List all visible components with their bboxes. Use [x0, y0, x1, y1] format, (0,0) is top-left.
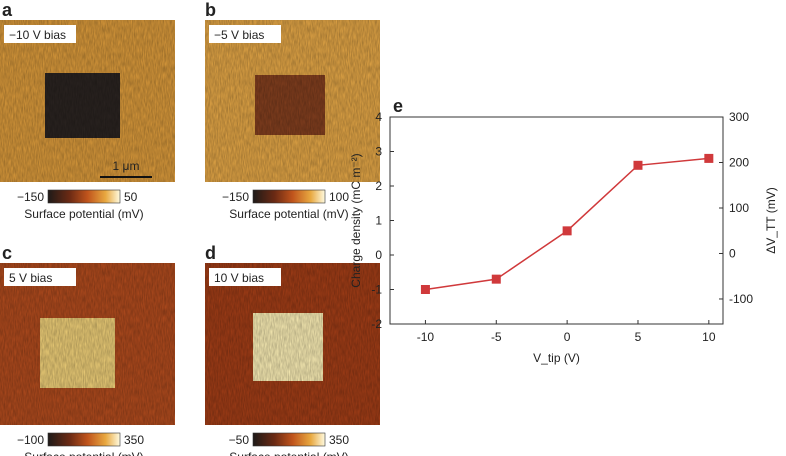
panel-letter: c [2, 243, 12, 263]
data-line [425, 157, 709, 291]
y-tick-label: -1 [371, 283, 382, 297]
colorbar-label: Surface potential (mV) [24, 450, 143, 456]
panel-letter: b [205, 0, 216, 20]
colorbar [252, 189, 326, 204]
data-point [420, 285, 430, 294]
y-tick-label: 1 [375, 214, 382, 228]
y-tick-label: 2 [375, 179, 382, 193]
bias-box [4, 25, 76, 43]
panel-letter: e [393, 96, 403, 116]
y-tick-label: 4 [375, 110, 382, 124]
colorbar [252, 432, 326, 447]
panel: b −5 V bias −150 100 Surface potential (mV) [205, 0, 380, 221]
colorbar-min: −50 [229, 433, 250, 447]
panel-letter: d [205, 243, 216, 263]
colorbar-min: −100 [17, 433, 44, 447]
image-texture [205, 20, 380, 182]
colorbar-label: Surface potential (mV) [229, 207, 348, 221]
colorbar [47, 189, 121, 204]
colorbar-label: Surface potential (mV) [229, 450, 348, 456]
bias-label: 5 V bias [9, 271, 52, 285]
y2-tick-label: 300 [729, 110, 749, 124]
x-tick-label: 0 [564, 330, 571, 344]
image-texture [0, 20, 175, 182]
image-texture [0, 263, 175, 425]
colorbar [47, 432, 121, 447]
image-texture [205, 263, 380, 425]
colorbar-max: 350 [329, 433, 349, 447]
panel: a −10 V bias 1 μm −150 50 Surface potential (… [0, 0, 175, 221]
panel: c 5 V bias −100 350 Surface potential (mV) [0, 243, 175, 456]
y-tick-label: -2 [371, 317, 382, 331]
y2-axis-label: ΔV_TT (mV) [764, 187, 778, 253]
colorbar-min: −150 [17, 190, 44, 204]
bias-box [209, 268, 281, 286]
y2-tick-label: -100 [729, 292, 753, 306]
data-point [562, 226, 572, 236]
colorbar-min: −150 [222, 190, 249, 204]
bias-box [4, 268, 76, 286]
bias-label: −5 V bias [214, 28, 264, 42]
y-tick-label: 0 [375, 248, 382, 262]
data-point [491, 274, 501, 284]
y2-tick-label: 0 [729, 246, 736, 260]
y2-tick-label: 100 [729, 201, 749, 215]
plot-frame [389, 116, 724, 325]
panel: d 10 V bias −50 350 Surface potential (mV) [205, 243, 380, 456]
x-tick-label: 5 [635, 330, 642, 344]
panel-letter: a [2, 0, 13, 20]
colorbar-max: 50 [124, 190, 138, 204]
y-tick-label: 3 [375, 145, 382, 159]
y2-tick-label: 200 [729, 155, 749, 169]
y-axis-label: Charge density (mC m⁻²) [349, 153, 363, 287]
colorbar-label: Surface potential (mV) [24, 207, 143, 221]
data-point [704, 153, 714, 163]
bias-box [209, 25, 281, 43]
colorbar-max: 100 [329, 190, 349, 204]
data-point [633, 160, 643, 170]
x-tick-label: 10 [702, 330, 716, 344]
colorbar-max: 350 [124, 433, 144, 447]
scale-bar-label: 1 μm [113, 159, 140, 173]
x-axis-label: V_tip (V) [533, 351, 580, 365]
x-tick-label: -10 [417, 330, 435, 344]
bias-label: −10 V bias [9, 28, 66, 42]
x-tick-label: -5 [491, 330, 502, 344]
bias-label: 10 V bias [214, 271, 264, 285]
